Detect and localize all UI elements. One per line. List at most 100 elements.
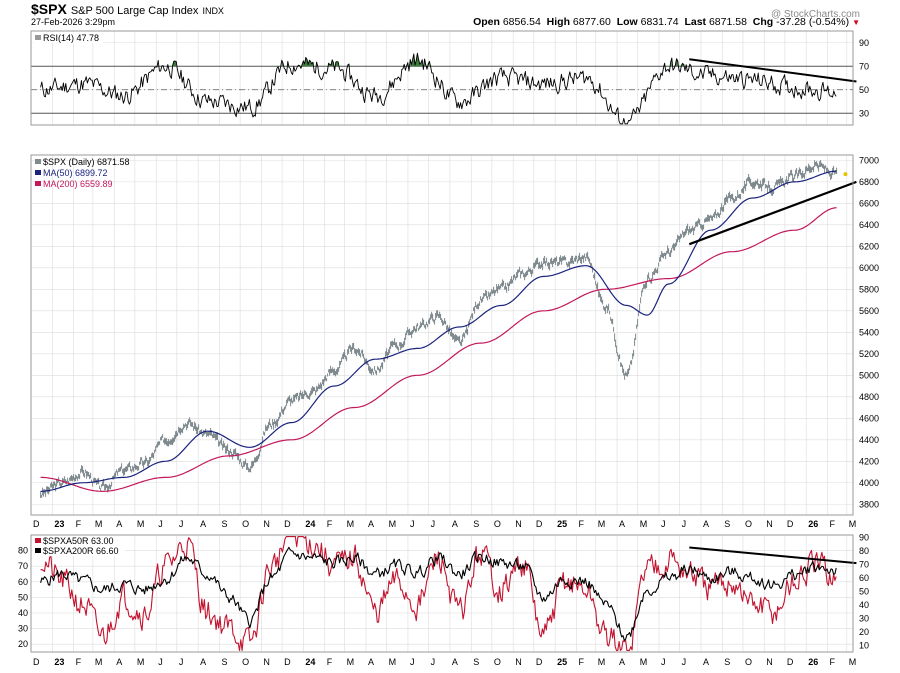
breadth-y-tick-label-left: 40 [18,608,28,618]
price-x-tick-label: S [221,519,227,529]
price-y-tick-label: 5800 [859,284,879,294]
price-x-tick-label: J [661,519,666,529]
breadth-x-tick-label: J [158,657,163,667]
breadth-y-tick-label-right: 40 [859,600,869,610]
price-x-tick-label: F [578,519,584,529]
index-name: S&P 500 Large Cap Index [70,5,199,17]
breadth-x-tick-label: N [515,657,522,667]
price-x-tick-label: J [179,519,184,529]
price-y-tick-label: 5000 [859,370,879,380]
price-y-tick-label: 6200 [859,241,879,251]
price-y-tick-label: 6400 [859,220,879,230]
rsi-legend-label: RSI(14) 47.78 [43,33,99,43]
price-x-tick-label: A [368,519,374,529]
rsi-y-tick-label: 30 [859,108,869,118]
breadth-y-tick-label-left: 80 [18,546,28,556]
breadth-legend-bg [33,536,125,546]
rsi-overbought-fill [335,61,339,67]
price-x-tick-label: M [137,519,145,529]
breadth-y-tick-label-right: 80 [859,546,869,556]
breadth-x-tick-label: 25 [557,657,567,667]
price-x-tick-label: D [787,519,794,529]
price-legend-swatch [35,170,41,175]
breadth-x-tick-label: A [368,657,374,667]
breadth-x-tick-label: S [724,657,730,667]
breadth-x-tick-label: M [389,657,397,667]
price-x-tick-label: N [263,519,270,529]
last-value: 6871.58 [708,16,747,28]
price-x-tick-label: S [724,519,730,529]
open-value: 6856.54 [502,16,541,28]
breadth-x-tick-label: J [682,657,687,667]
breadth-legend-bg [33,546,125,556]
breadth-x-tick-label: A [703,657,709,667]
last-label: Last [684,16,707,28]
exchange-label: INDX [202,6,224,16]
open-label: Open [473,16,500,28]
rsi-y-tick-label: 70 [859,61,869,71]
breadth-x-tick-label: M [95,657,103,667]
price-panel-frame [30,154,854,516]
breadth-x-tick-label: 26 [808,657,818,667]
quote-datetime: 27-Feb-2026 3:29pm [31,17,116,27]
breadth-x-tick-label: O [745,657,752,667]
price-x-tick-label: M [347,519,355,529]
breadth-y-tick-label-left: 70 [18,561,28,571]
rsi-y-tick-label: 50 [859,85,869,95]
price-y-tick-label: 4000 [859,478,879,488]
price-x-tick-label: J [410,519,415,529]
price-y-tick-label: 5200 [859,349,879,359]
price-y-tick-label: 7000 [859,155,879,165]
rsi-line [40,52,837,125]
breadth-y-tick-label-left: 60 [18,577,28,587]
price-y-tick-label: 4200 [859,456,879,466]
price-legend-label: MA(50) 6899.72 [43,168,108,178]
breadth-legend-label: $SPXA200R 66.60 [43,546,119,556]
breadth-x-tick-label: S [221,657,227,667]
chart-symbol: $SPX S&P 500 Large Cap Index INDX [31,1,224,17]
breadth-x-tick-label: 23 [54,657,64,667]
breadth-x-tick-label: D [787,657,794,667]
breadth-y-tick-label-right: 60 [859,573,869,583]
low-value: 6831.74 [640,16,679,28]
breadth-y-tick-label-left: 50 [18,592,28,602]
price-y-tick-label: 3800 [859,499,879,509]
breadth-y-tick-label-right: 50 [859,586,869,596]
price-x-tick-label: A [452,519,458,529]
price-x-tick-label: O [494,519,501,529]
price-x-tick-label: O [242,519,249,529]
price-x-tick-label: N [515,519,522,529]
price-x-tick-label: S [473,519,479,529]
breadth-x-tick-label: D [536,657,543,667]
price-x-tick-label: 24 [305,519,315,529]
breadth-x-tick-label: M [849,657,857,667]
price-x-tick-label: 25 [557,519,567,529]
breadth-x-tick-label: D [33,657,40,667]
price-x-tick-label: J [431,519,436,529]
price-x-tick-label: J [158,519,163,529]
breadth-x-tick-label: A [200,657,206,667]
price-legend-label: $SPX (Daily) 6871.58 [43,157,130,167]
price-x-tick-label: F [327,519,333,529]
breadth-legend-swatch [35,548,41,553]
rsi-panel-frame [30,30,854,126]
spxa200r-line [40,546,837,641]
spx-price-bars [40,160,838,498]
breadth-x-tick-label: F [76,657,82,667]
price-x-tick-label: D [536,519,543,529]
breadth-x-tick-label: M [640,657,648,667]
ma200-line [40,207,837,492]
low-label: Low [616,16,638,28]
breadth-x-tick-label: N [766,657,773,667]
price-legend-swatch [35,159,41,164]
price-x-tick-label: M [389,519,397,529]
breadth-x-tick-label: A [619,657,625,667]
rsi-legend-bg [33,32,103,43]
breadth-y-tick-label-left: 30 [18,624,28,634]
breadth-y-tick-label-left: 20 [18,639,28,649]
breadth-x-tick-label: N [263,657,270,667]
price-x-tick-label: M [598,519,606,529]
breadth-x-tick-label: F [830,657,836,667]
price-x-tick-label: N [766,519,773,529]
